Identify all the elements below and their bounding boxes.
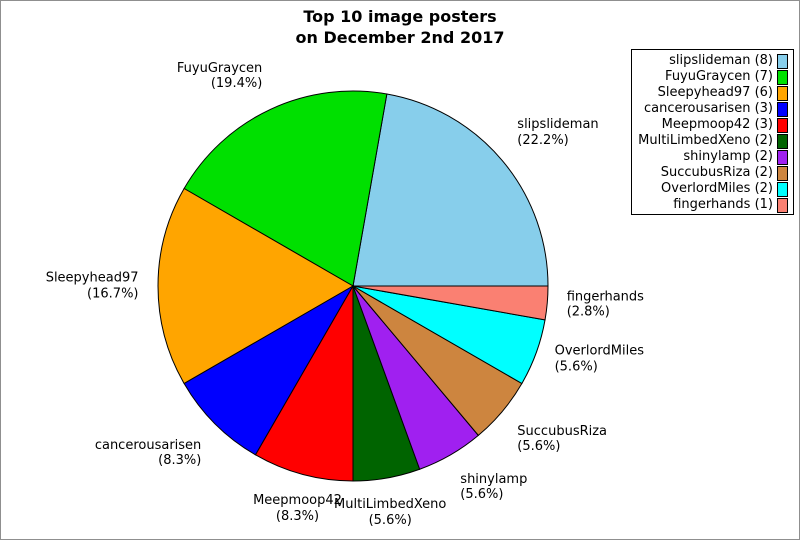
legend-swatch-cancerousarisen (777, 101, 788, 117)
legend-row-MultiLimbedXeno: MultiLimbedXeno (2) (637, 133, 788, 149)
slice-label-SuccubusRiza: SuccubusRiza (5.6%) (517, 424, 607, 455)
legend-row-FuyuGraycen: FuyuGraycen (7) (637, 69, 788, 85)
legend-swatch-Meepmoop42 (777, 117, 788, 133)
slice-label-name: shinylamp (460, 471, 528, 487)
pie-slice-fingerhands (352, 285, 549, 321)
slice-label-percent: (22.2%) (517, 132, 569, 148)
slice-label-percent: (5.6%) (460, 487, 504, 503)
legend-row-Sleepyhead97: Sleepyhead97 (6) (637, 85, 788, 101)
slice-label-name: slipslideman (517, 117, 599, 133)
legend-label: OverlordMiles (2) (661, 181, 773, 196)
legend-swatch-FuyuGraycen (777, 69, 788, 85)
legend-swatch-OverlordMiles (777, 181, 788, 197)
pie-slice-Sleepyhead97 (157, 187, 354, 385)
pie-slice-cancerousarisen (183, 284, 355, 456)
pie-slice-Meepmoop42 (254, 284, 354, 482)
legend-swatch-Sleepyhead97 (777, 85, 788, 101)
legend-swatch-slipslideman (777, 53, 788, 69)
slice-label-name: OverlordMiles (554, 343, 645, 359)
slice-label-percent: (16.7%) (87, 286, 139, 301)
slice-label-name: MultiLimbedXeno (334, 497, 447, 513)
legend-row-SuccubusRiza: SuccubusRiza (2) (637, 165, 788, 181)
slice-label-name: fingerhands (566, 289, 644, 305)
slice-label-OverlordMiles: OverlordMiles (5.6%) (555, 344, 644, 375)
legend-label: Meepmoop42 (3) (661, 117, 773, 132)
pie-slice-FuyuGraycen (183, 90, 388, 287)
legend-row-OverlordMiles: OverlordMiles (2) (637, 181, 788, 197)
legend-swatch-SuccubusRiza (777, 165, 788, 181)
slice-label-shinylamp: shinylamp (5.6%) (460, 472, 527, 503)
slice-label-percent: (5.6%) (554, 359, 598, 375)
legend-row-slipslideman: slipslideman (8) (637, 53, 788, 69)
legend-label: Sleepyhead97 (6) (657, 85, 773, 100)
pie-slice-slipslideman (352, 93, 549, 287)
legend-swatch-shinylamp (777, 149, 788, 165)
legend-swatch-fingerhands (777, 197, 788, 213)
legend-row-shinylamp: shinylamp (2) (637, 149, 788, 165)
slice-label-FuyuGraycen: FuyuGraycen (19.4%) (177, 61, 262, 92)
legend-label: FuyuGraycen (7) (665, 69, 773, 84)
legend-row-Meepmoop42: Meepmoop42 (3) (637, 117, 788, 133)
legend-label: SuccubusRiza (2) (660, 165, 773, 180)
slice-label-percent: (5.6%) (517, 439, 561, 455)
slice-label-name: Meepmoop42 (253, 493, 342, 509)
slice-label-percent: (19.4%) (210, 76, 263, 92)
slice-label-name: FuyuGraycen (176, 60, 263, 76)
slice-label-name: cancerousarisen (94, 437, 202, 453)
chart-title: Top 10 image posters on December 2nd 201… (1, 6, 799, 48)
slice-label-name: Sleepyhead97 (45, 270, 139, 286)
slice-label-percent: (5.6%) (368, 512, 412, 528)
legend-swatch-MultiLimbedXeno (777, 133, 788, 149)
slice-label-MultiLimbedXeno: MultiLimbedXeno (5.6%) (334, 497, 446, 528)
legend-label: cancerousarisen (3) (643, 101, 773, 116)
legend-label: slipslideman (8) (669, 53, 773, 68)
slice-label-name: SuccubusRiza (517, 423, 608, 439)
legend-label: fingerhands (1) (673, 197, 773, 212)
legend-label: MultiLimbedXeno (2) (638, 133, 773, 148)
slice-label-percent: (2.8%) (566, 304, 610, 320)
slice-label-percent: (8.3%) (158, 453, 202, 469)
legend-label: shinylamp (2) (683, 149, 773, 164)
slice-label-slipslideman: slipslideman (22.2%) (517, 117, 598, 148)
legend: slipslideman (8) FuyuGraycen (7) Sleepyhea… (631, 49, 794, 215)
slice-label-Sleepyhead97: Sleepyhead97 (16.7%) (46, 271, 139, 302)
legend-row-fingerhands: fingerhands (1) (637, 197, 788, 213)
slice-label-fingerhands: fingerhands (2.8%) (567, 289, 644, 320)
legend-row-cancerousarisen: cancerousarisen (3) (637, 101, 788, 117)
slice-label-Meepmoop42: Meepmoop42 (8.3%) (253, 493, 342, 524)
chart-title-line2: on December 2nd 2017 (295, 28, 505, 47)
slice-label-cancerousarisen: cancerousarisen (8.3%) (95, 438, 201, 469)
slice-label-percent: (8.3%) (275, 508, 320, 524)
chart-title-line1: Top 10 image posters (303, 7, 497, 26)
